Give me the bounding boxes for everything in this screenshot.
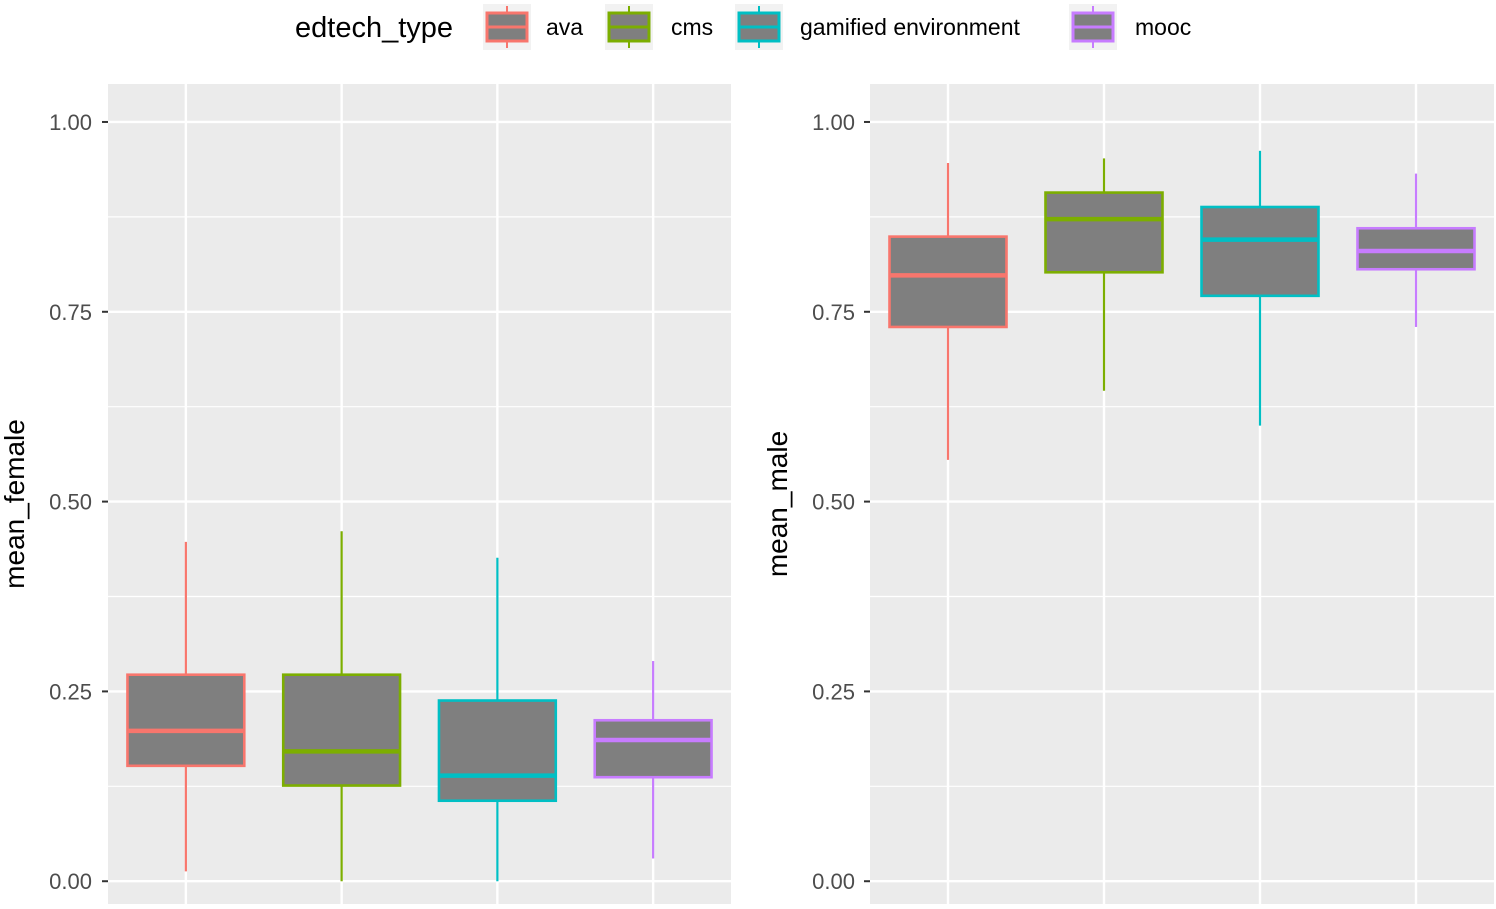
box-mooc bbox=[593, 661, 713, 859]
legend-label: ava bbox=[546, 14, 583, 40]
y-tick-label: 0.50 bbox=[812, 490, 855, 515]
panel-background bbox=[108, 84, 731, 904]
y-tick-label: 0.00 bbox=[49, 869, 92, 894]
box-iqr bbox=[1356, 226, 1476, 271]
legend-label: gamified environment bbox=[800, 14, 1021, 40]
box-cms bbox=[281, 531, 402, 882]
box-gamified-environment bbox=[1200, 150, 1320, 426]
y-tick-label: 0.00 bbox=[812, 869, 855, 894]
y-tick-label: 1.00 bbox=[812, 110, 855, 135]
box-iqr bbox=[888, 235, 1008, 329]
legend-item-ava: ava bbox=[483, 4, 583, 50]
panel-background bbox=[870, 84, 1494, 904]
legend: edtech_type ava cms gamified environment mo… bbox=[295, 4, 1191, 50]
legend-item-cms: cms bbox=[605, 4, 713, 50]
box-gamified-environment bbox=[437, 557, 558, 882]
box-iqr bbox=[1200, 205, 1320, 298]
box-iqr bbox=[126, 673, 246, 768]
box-iqr bbox=[437, 699, 558, 803]
legend-title: edtech_type bbox=[295, 12, 453, 44]
y-axis-title: mean_female bbox=[0, 419, 30, 589]
box-ava bbox=[888, 162, 1008, 460]
panel-female: 0.00 0.25 0.50 0.75 1.00 mean_female bbox=[0, 84, 731, 904]
box-iqr bbox=[1044, 191, 1164, 274]
y-tick-label: 1.00 bbox=[49, 110, 92, 135]
y-tick-label: 0.75 bbox=[812, 300, 855, 325]
box-cms bbox=[1044, 158, 1164, 391]
legend-item-gamified-environment: gamified environment bbox=[735, 4, 1021, 50]
box-mooc bbox=[1356, 173, 1476, 327]
y-tick-label: 0.25 bbox=[49, 679, 92, 704]
y-tick-label: 0.25 bbox=[812, 679, 855, 704]
y-tick-label: 0.75 bbox=[49, 300, 92, 325]
legend-label: mooc bbox=[1135, 14, 1191, 40]
box-iqr bbox=[593, 718, 713, 779]
legend-label: cms bbox=[671, 14, 713, 40]
panel-male: 0.00 0.25 0.50 0.75 1.00 mean_male bbox=[762, 84, 1494, 904]
y-axis-title: mean_male bbox=[762, 431, 793, 577]
y-tick-label: 0.50 bbox=[49, 490, 92, 515]
box-iqr bbox=[281, 673, 402, 787]
box-ava bbox=[126, 541, 246, 872]
legend-item-mooc: mooc bbox=[1069, 4, 1191, 50]
